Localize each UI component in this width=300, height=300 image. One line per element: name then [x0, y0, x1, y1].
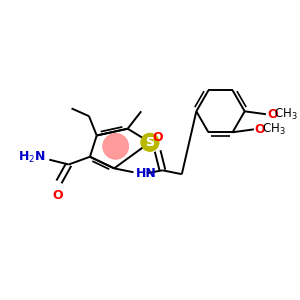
Text: S: S [146, 136, 154, 149]
Text: CH$_3$: CH$_3$ [274, 107, 297, 122]
Text: HN: HN [135, 167, 156, 180]
Text: O: O [267, 108, 278, 121]
Text: H$_2$N: H$_2$N [18, 150, 46, 165]
Circle shape [103, 134, 128, 159]
Circle shape [141, 134, 159, 151]
Circle shape [141, 134, 159, 151]
Text: O: O [53, 189, 63, 202]
Text: S: S [146, 136, 154, 149]
Text: CH$_3$: CH$_3$ [262, 122, 285, 137]
Text: O: O [255, 123, 266, 136]
Circle shape [103, 134, 128, 159]
Text: O: O [152, 131, 163, 144]
